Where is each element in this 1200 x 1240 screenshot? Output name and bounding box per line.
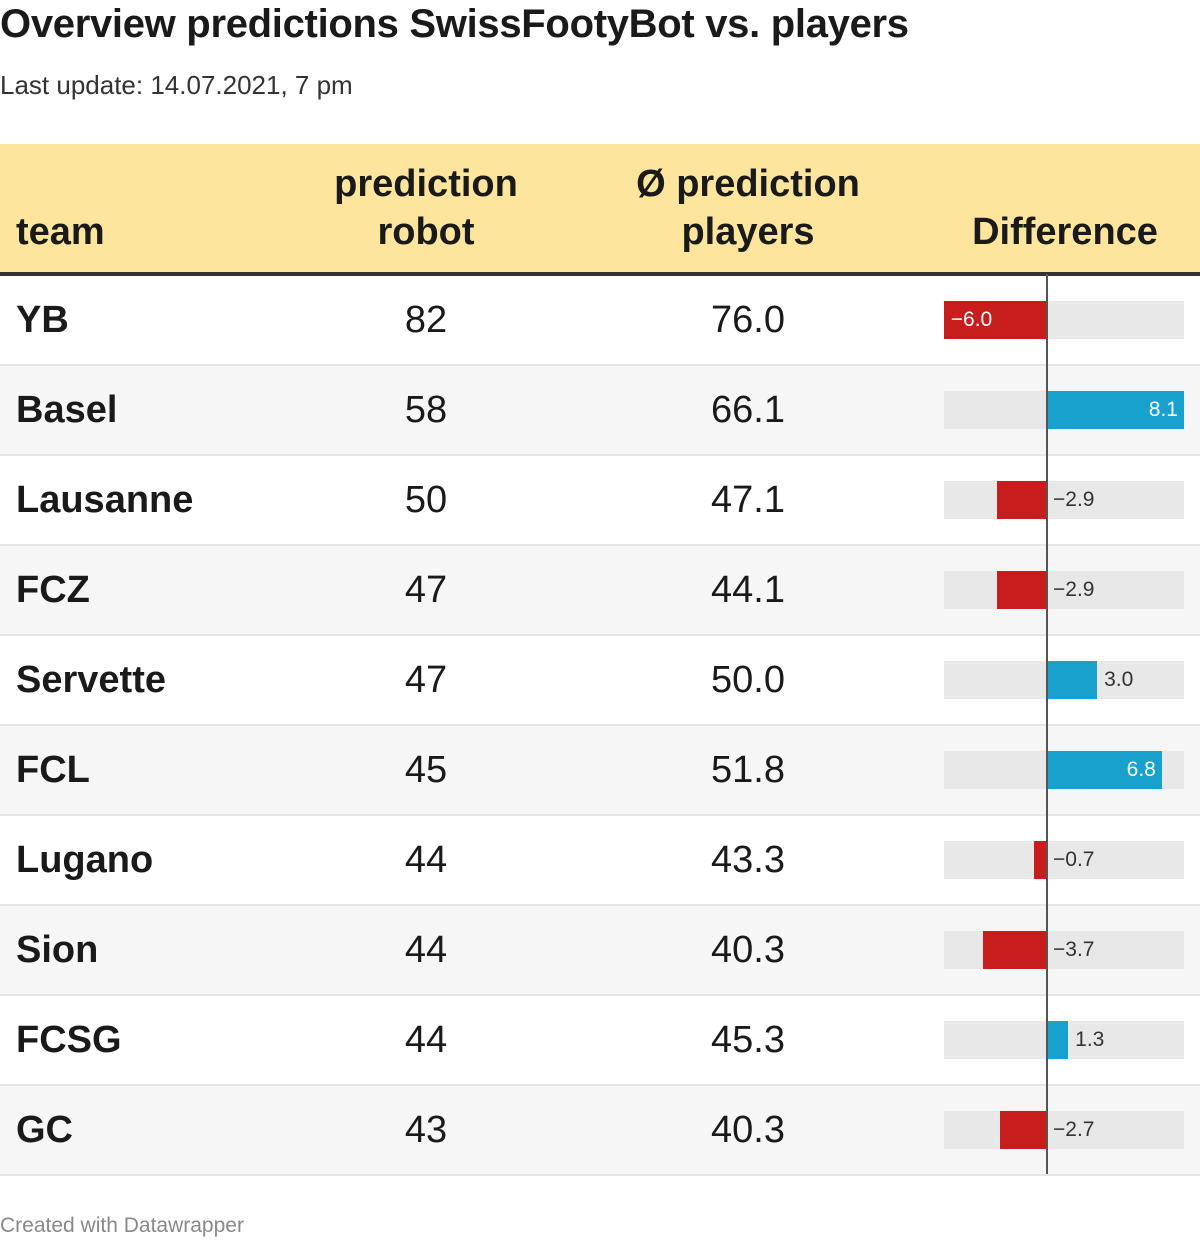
cell-prediction-players: 76.0 <box>711 299 785 341</box>
table-row: FCL 45 51.8 6.8 <box>0 726 1200 816</box>
difference-zero-line <box>1046 274 1048 1174</box>
cell-prediction-robot: 47 <box>404 659 448 701</box>
cell-team: Lugano <box>16 839 154 881</box>
column-header-team[interactable]: team <box>16 211 105 253</box>
cell-difference: 3.0 <box>944 636 1184 724</box>
difference-bar <box>982 931 1046 969</box>
difference-bar-track: 3.0 <box>944 661 1184 699</box>
difference-label: 6.8 <box>1126 758 1156 781</box>
cell-team: Lausanne <box>16 479 194 521</box>
chart-subtitle: Last update: 14.07.2021, 7 pm <box>0 70 353 100</box>
difference-bar-track: −0.7 <box>944 841 1184 879</box>
cell-difference: 8.1 <box>944 366 1184 454</box>
difference-bar <box>996 571 1046 609</box>
cell-prediction-players: 66.1 <box>711 389 785 431</box>
table-header: team prediction robot Ø prediction playe… <box>0 144 1200 276</box>
cell-prediction-robot: 45 <box>404 749 448 791</box>
difference-bar <box>1046 391 1184 429</box>
column-header-players-line-2: players <box>681 211 815 253</box>
table-row: Sion 44 40.3 −3.7 <box>0 906 1200 996</box>
difference-bar-track: 6.8 <box>944 751 1184 789</box>
cell-prediction-robot: 43 <box>404 1109 448 1151</box>
difference-label: −2.7 <box>1053 1118 1095 1141</box>
predictions-table: team prediction robot Ø prediction playe… <box>0 144 1200 1176</box>
difference-bar-track: 1.3 <box>944 1021 1184 1059</box>
table-row: Basel 58 66.1 8.1 <box>0 366 1200 456</box>
difference-bar-track: −2.9 <box>944 571 1184 609</box>
difference-bar <box>1046 661 1098 699</box>
difference-label: −6.0 <box>950 308 993 331</box>
difference-label: −3.7 <box>1053 938 1095 961</box>
table-row: FCSG 44 45.3 1.3 <box>0 996 1200 1086</box>
cell-prediction-players: 43.3 <box>711 839 785 881</box>
column-header-players-line-1: Ø prediction <box>636 163 860 205</box>
difference-label: 3.0 <box>1104 668 1134 691</box>
cell-team: YB <box>16 299 69 341</box>
cell-difference: −6.0 <box>943 276 1184 364</box>
difference-label: 1.3 <box>1075 1028 1105 1051</box>
cell-difference: −3.7 <box>944 906 1184 994</box>
cell-prediction-robot: 44 <box>404 929 448 971</box>
cell-prediction-players: 44.1 <box>711 569 785 611</box>
cell-team: Sion <box>16 929 99 971</box>
column-header-players[interactable]: Ø prediction players <box>598 160 898 256</box>
difference-bar-track: −2.9 <box>944 481 1184 519</box>
column-header-difference[interactable]: Difference <box>972 211 1158 253</box>
difference-label: −0.7 <box>1053 848 1095 871</box>
difference-label: −2.9 <box>1053 488 1095 511</box>
column-header-robot-line-2: robot <box>377 211 475 253</box>
cell-team: FCL <box>16 749 90 791</box>
cell-difference: −2.9 <box>944 456 1184 544</box>
cell-difference: −2.9 <box>944 546 1184 634</box>
difference-label: −2.9 <box>1053 578 1095 601</box>
difference-bar <box>1046 751 1162 789</box>
cell-prediction-players: 45.3 <box>711 1019 785 1061</box>
table-row: GC 43 40.3 −2.7 <box>0 1086 1200 1176</box>
table-row: Lugano 44 43.3 −0.7 <box>0 816 1200 906</box>
cell-prediction-players: 40.3 <box>711 1109 785 1151</box>
footer-credit: Created with Datawrapper <box>0 1214 244 1237</box>
column-header-robot[interactable]: prediction robot <box>286 160 566 256</box>
cell-team: FCZ <box>16 569 90 611</box>
cell-difference: −2.7 <box>944 1086 1184 1174</box>
cell-prediction-robot: 82 <box>404 299 448 341</box>
cell-prediction-robot: 44 <box>404 1019 448 1061</box>
table-row: YB 82 76.0 −6.0 <box>0 276 1200 366</box>
cell-prediction-players: 40.3 <box>711 929 785 971</box>
difference-bar <box>1034 841 1046 879</box>
difference-bar-track: −2.7 <box>944 1111 1184 1149</box>
cell-difference: 1.3 <box>944 996 1184 1084</box>
cell-difference: 6.8 <box>944 726 1184 814</box>
cell-team: Basel <box>16 389 118 431</box>
cell-prediction-players: 50.0 <box>711 659 785 701</box>
table-row: FCZ 47 44.1 −2.9 <box>0 546 1200 636</box>
cell-prediction-robot: 44 <box>404 839 448 881</box>
difference-bar <box>943 301 1046 339</box>
table-row: Servette 47 50.0 3.0 <box>0 636 1200 726</box>
cell-team: FCSG <box>16 1019 122 1061</box>
difference-bar <box>1046 1021 1069 1059</box>
chart-title: Overview predictions SwissFootyBot vs. p… <box>0 2 909 46</box>
cell-prediction-robot: 50 <box>404 479 448 521</box>
cell-prediction-players: 51.8 <box>711 749 785 791</box>
column-header-robot-line-1: prediction <box>334 163 518 205</box>
difference-bar-track: −6.0 <box>943 301 1184 339</box>
cell-team: Servette <box>16 659 166 701</box>
difference-bar <box>996 481 1046 519</box>
difference-bar <box>1000 1111 1046 1149</box>
cell-difference: −0.7 <box>944 816 1184 904</box>
cell-prediction-players: 47.1 <box>711 479 785 521</box>
table-body: YB 82 76.0 −6.0 Basel 58 66.1 8.1 Lausanne 50 47.1… <box>0 276 1200 1176</box>
table-row: Lausanne 50 47.1 −2.9 <box>0 456 1200 546</box>
cell-prediction-robot: 58 <box>404 389 448 431</box>
cell-team: GC <box>16 1109 73 1151</box>
difference-bar-track: −3.7 <box>944 931 1184 969</box>
difference-label: 8.1 <box>1148 398 1178 421</box>
cell-prediction-robot: 47 <box>404 569 448 611</box>
difference-bar-track: 8.1 <box>944 391 1184 429</box>
